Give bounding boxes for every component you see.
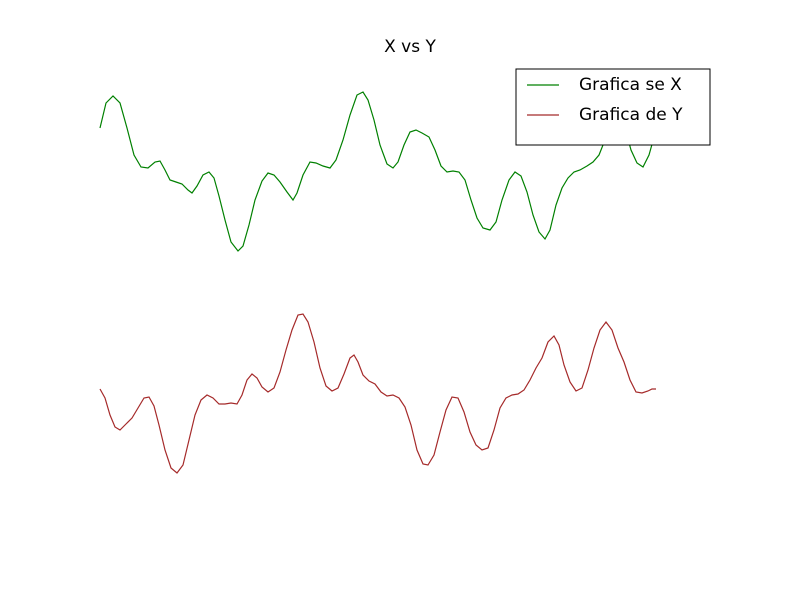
series-line <box>99 313 656 474</box>
series-line <box>99 91 657 252</box>
chart-title: X vs Y <box>384 37 436 57</box>
legend-label: Grafica de Y <box>579 105 683 125</box>
legend: Grafica se X Grafica de Y <box>515 68 711 146</box>
legend-label: Grafica se X <box>579 75 682 95</box>
legend-box <box>515 68 711 146</box>
